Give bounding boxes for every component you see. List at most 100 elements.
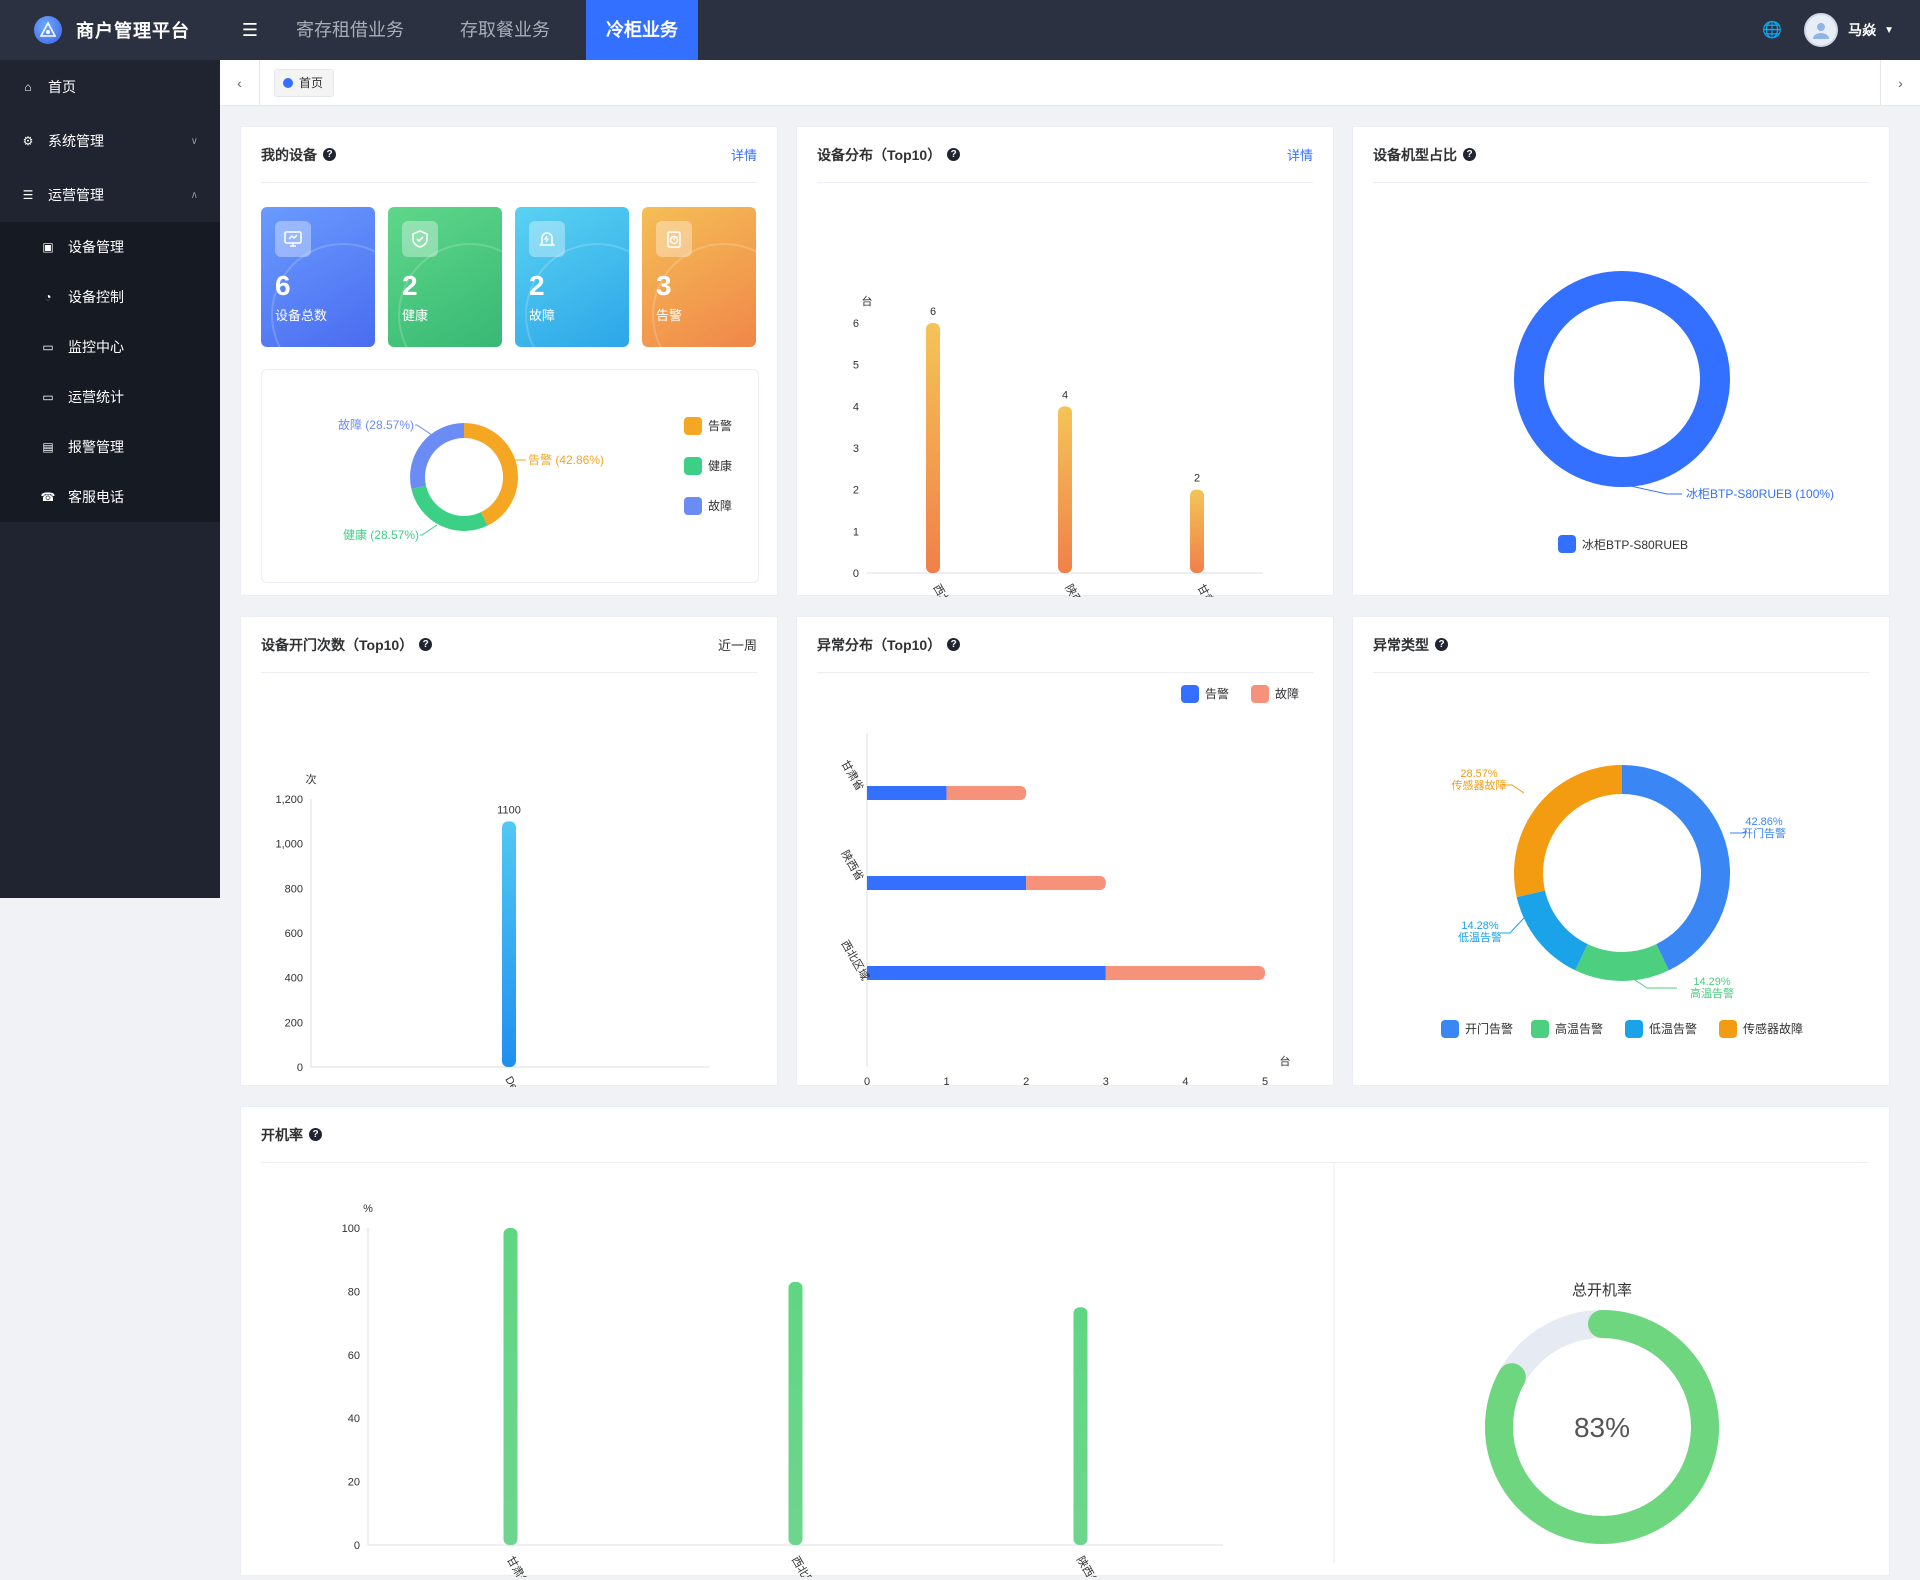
sidebar: ⌂ 首页 ⚙ 系统管理 ∨ ☰ 运营管理 ∧ ▣ 设备管理 ◔ 设备控制 ▭ 监… bbox=[0, 60, 220, 898]
model-share-card: 设备机型占比 ? 冰柜BTP-S80RUEB (100%) 冰柜BTP-S80RU… bbox=[1352, 126, 1890, 596]
sidebar-item-device-control[interactable]: ◔ 设备控制 bbox=[0, 272, 220, 322]
sidebar-item-home[interactable]: ⌂ 首页 bbox=[0, 60, 220, 114]
bar-segment-joint bbox=[946, 786, 955, 800]
label-leader-line bbox=[420, 524, 438, 536]
breadcrumb-tag-home[interactable]: 首页 bbox=[274, 68, 335, 97]
stat-fault[interactable]: 2 故障 bbox=[515, 207, 629, 347]
card-title: 设备分布（Top10） bbox=[817, 146, 942, 163]
legend-label: 开门告警 bbox=[1465, 1021, 1513, 1036]
sidebar-item-label: 报警管理 bbox=[68, 439, 124, 455]
details-link[interactable]: 详情 bbox=[1286, 148, 1313, 163]
stat-healthy[interactable]: 2 健康 bbox=[388, 207, 502, 347]
menu-toggle-icon[interactable]: ☰ bbox=[241, 19, 259, 40]
y-tick-label: 40 bbox=[348, 1413, 360, 1425]
help-icon[interactable]: ? bbox=[1463, 148, 1476, 161]
slice-percent-label: 14.29% bbox=[1693, 976, 1731, 988]
total-boot-rate-label: 总开机率 bbox=[1572, 1282, 1632, 1299]
sidebar-item-label: 设备控制 bbox=[68, 289, 124, 305]
legend-swatch bbox=[1558, 535, 1576, 553]
sidebar-item-operations[interactable]: ☰ 运营管理 ∧ bbox=[0, 168, 220, 222]
sidebar-item-label: 系统管理 bbox=[48, 133, 104, 149]
bar bbox=[503, 1228, 518, 1545]
y-tick-label: 陕西省 bbox=[838, 848, 867, 884]
card-title: 设备机型占比 bbox=[1373, 146, 1457, 163]
y-tick-label: 600 bbox=[285, 928, 303, 940]
stat-value: 2 bbox=[529, 270, 545, 301]
stat-total-devices[interactable]: 6 设备总数 bbox=[261, 207, 375, 347]
slice-label: 故障 (28.57%) bbox=[338, 417, 414, 432]
chevron-down-icon[interactable]: ▼ bbox=[1884, 24, 1894, 36]
sidebar-item-operation-stats[interactable]: ▭ 运营统计 bbox=[0, 372, 220, 422]
data-label: 1100 bbox=[497, 804, 521, 816]
breadcrumb: ‹ 首页 › bbox=[220, 59, 1920, 106]
card-title: 设备开门次数（Top10） bbox=[261, 636, 414, 653]
period-selector[interactable]: 近一周 bbox=[717, 638, 757, 653]
legend-swatch bbox=[1441, 1020, 1459, 1038]
y-axis-unit: 台 bbox=[862, 294, 873, 308]
chevron-down-icon: ∨ bbox=[190, 135, 198, 147]
pie-slice bbox=[464, 423, 518, 526]
tab-storage-rental[interactable]: 寄存租借业务 bbox=[296, 20, 404, 40]
door-open-card: 设备开门次数（Top10） ? 近一周 次 0 200 400 600 800 1,000 1… bbox=[240, 616, 778, 1087]
bar bbox=[1073, 1307, 1088, 1545]
bar-segment bbox=[867, 786, 947, 800]
y-tick-label: 800 bbox=[285, 883, 303, 895]
x-tick-label: 西北区域 bbox=[930, 582, 963, 597]
sidebar-item-device-management[interactable]: ▣ 设备管理 bbox=[0, 222, 220, 272]
help-icon[interactable]: ? bbox=[419, 638, 433, 651]
avatar[interactable] bbox=[1804, 13, 1839, 47]
cube-icon: ▣ bbox=[42, 240, 54, 254]
x-tick-label: 2 bbox=[1023, 1076, 1029, 1087]
slice-label: 健康 (28.57%) bbox=[343, 527, 419, 542]
y-tick-label: 甘肃省 bbox=[838, 758, 866, 793]
sidebar-item-system[interactable]: ⚙ 系统管理 ∨ bbox=[0, 114, 220, 168]
y-tick-label: 4 bbox=[853, 401, 859, 413]
y-tick-label: 6 bbox=[853, 318, 859, 330]
y-tick-label: 80 bbox=[348, 1286, 360, 1298]
y-tick-label: 0 bbox=[297, 1062, 303, 1074]
document-icon: ▤ bbox=[42, 440, 54, 454]
y-tick-label: 60 bbox=[348, 1350, 360, 1362]
active-dot bbox=[283, 77, 293, 88]
data-label: 6 bbox=[930, 306, 936, 318]
user-name[interactable]: 马焱 bbox=[1848, 22, 1877, 38]
sidebar-item-monitor-center[interactable]: ▭ 监控中心 bbox=[0, 322, 220, 372]
scroll-left-icon[interactable]: ‹ bbox=[220, 59, 260, 106]
y-tick-label: 400 bbox=[285, 973, 303, 985]
help-icon[interactable]: ? bbox=[947, 638, 961, 651]
scroll-right-icon[interactable]: › bbox=[1880, 59, 1920, 106]
card-title: 我的设备 bbox=[261, 146, 317, 163]
help-icon[interactable]: ? bbox=[309, 1128, 322, 1141]
help-icon[interactable]: ? bbox=[947, 148, 961, 161]
tab-freezer[interactable]: 冷柜业务 bbox=[586, 0, 698, 60]
home-icon: ⌂ bbox=[24, 80, 32, 94]
device-distribution-card: 设备分布（Top10） ? 详情 台 0 1 2 3 4 5 6 6 西北区域 4 陕西省 2 甘肃省 bbox=[796, 126, 1334, 597]
legend-swatch bbox=[684, 497, 702, 515]
tab-meal-pickup[interactable]: 存取餐业务 bbox=[460, 20, 550, 40]
details-link[interactable]: 详情 bbox=[730, 148, 757, 163]
monitor-icon: ▭ bbox=[42, 390, 54, 404]
help-icon[interactable]: ? bbox=[323, 148, 336, 161]
language-globe-icon[interactable]: 🌐 bbox=[1762, 22, 1783, 39]
pie-slice bbox=[1516, 890, 1588, 971]
y-tick-label: 1,000 bbox=[275, 839, 303, 851]
bar bbox=[1058, 406, 1072, 573]
y-tick-label: 5 bbox=[853, 360, 859, 372]
sidebar-item-service-phone[interactable]: ☎ 客服电话 bbox=[0, 472, 220, 522]
sidebar-item-alarm-management[interactable]: ▤ 报警管理 bbox=[0, 422, 220, 472]
gear-icon: ⚙ bbox=[22, 134, 34, 148]
stat-value: 6 bbox=[275, 270, 291, 301]
boot-rate-chart: % 0 20 40 60 80 100 甘肃省 西北区域 陕西省 总开机率 83% bbox=[342, 1163, 1719, 1577]
stat-alarm[interactable]: 3 告警 bbox=[642, 207, 756, 347]
anomaly-distribution-card: 异常分布（Top10） ? 告警 故障 0 1 2 3 4 5 台甘肃省 陕西省 西北区域 bbox=[796, 616, 1334, 1087]
y-axis-unit: 次 bbox=[306, 772, 317, 786]
bell-icon bbox=[529, 221, 565, 257]
legend-swatch bbox=[1719, 1020, 1737, 1038]
y-tick-label: 200 bbox=[285, 1017, 303, 1029]
bar-segment bbox=[867, 876, 1027, 890]
breadcrumb-label: 首页 bbox=[299, 76, 324, 90]
phone-icon: ☎ bbox=[40, 490, 56, 504]
gauge-progress bbox=[1485, 1310, 1719, 1544]
business-tabs: 寄存租借业务 存取餐业务 冷柜业务 bbox=[276, 0, 714, 60]
help-icon[interactable]: ? bbox=[1435, 638, 1448, 651]
